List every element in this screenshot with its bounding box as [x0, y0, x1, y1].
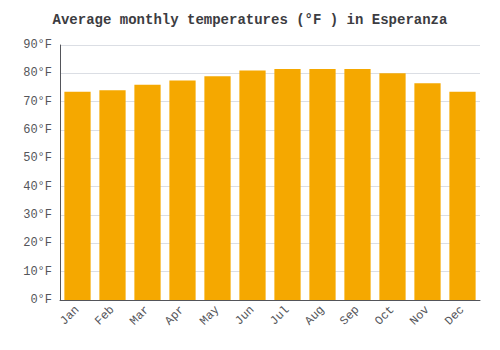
svg-text:Nov: Nov — [407, 303, 432, 328]
svg-text:0°F: 0°F — [30, 293, 52, 307]
svg-text:40°F: 40°F — [23, 180, 52, 194]
svg-text:Dec: Dec — [442, 303, 467, 328]
svg-text:10°F: 10°F — [23, 265, 52, 279]
svg-text:70°F: 70°F — [23, 95, 52, 109]
svg-text:Oct: Oct — [372, 303, 397, 328]
svg-text:20°F: 20°F — [23, 236, 52, 250]
svg-text:60°F: 60°F — [23, 123, 52, 137]
svg-text:Sep: Sep — [337, 303, 362, 328]
svg-text:May: May — [197, 303, 222, 328]
svg-text:50°F: 50°F — [23, 151, 52, 165]
svg-text:Jun: Jun — [232, 303, 257, 328]
svg-text:80°F: 80°F — [23, 66, 52, 80]
svg-text:Mar: Mar — [127, 303, 152, 328]
svg-text:Aug: Aug — [302, 303, 327, 328]
svg-text:Average monthly temperatures (: Average monthly temperatures (°F ) in Es… — [53, 12, 448, 28]
svg-text:Feb: Feb — [92, 303, 117, 328]
svg-text:90°F: 90°F — [23, 38, 52, 52]
svg-text:Apr: Apr — [162, 303, 187, 328]
svg-text:Jan: Jan — [57, 303, 82, 328]
svg-text:Jul: Jul — [267, 303, 292, 328]
svg-text:30°F: 30°F — [23, 208, 52, 222]
